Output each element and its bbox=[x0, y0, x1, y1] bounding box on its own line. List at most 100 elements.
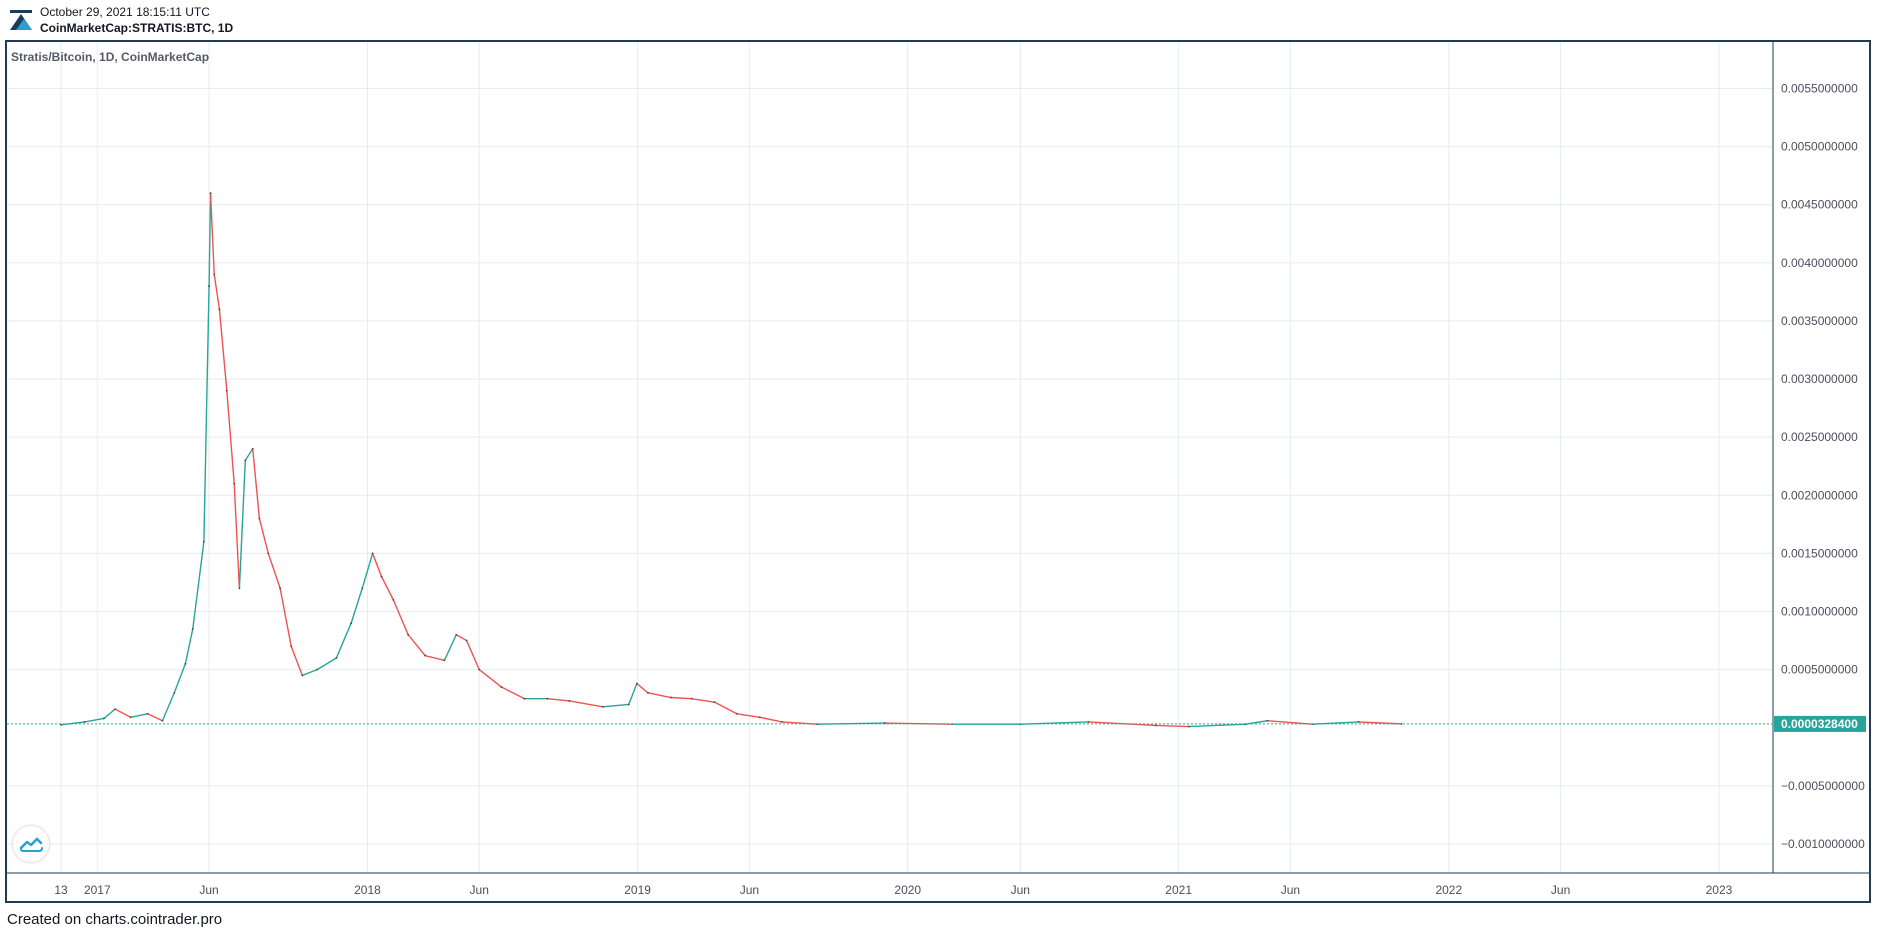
x-tick-label: 2022 bbox=[1435, 883, 1462, 897]
price-segment bbox=[208, 192, 212, 287]
x-tick-label: 2019 bbox=[624, 883, 651, 897]
y-tick-label: 0.0035000000 bbox=[1781, 314, 1858, 328]
x-tick-label: Jun bbox=[1551, 883, 1570, 897]
x-tick-label: 13 bbox=[54, 883, 68, 897]
x-tick-label: Jun bbox=[470, 883, 489, 897]
x-tick-label: 2023 bbox=[1706, 883, 1733, 897]
price-segment bbox=[1087, 721, 1157, 727]
price-segment bbox=[465, 639, 480, 671]
last-price-badge bbox=[1774, 715, 1866, 732]
last-price-label: 0.0000328400 bbox=[1781, 717, 1858, 731]
x-tick-label: 2017 bbox=[84, 883, 111, 897]
price-point bbox=[114, 708, 116, 711]
price-point bbox=[316, 668, 319, 671]
y-tick-label: 0.0040000000 bbox=[1781, 256, 1858, 270]
price-segment bbox=[546, 697, 571, 702]
price-point bbox=[781, 721, 783, 723]
price-segment bbox=[1357, 721, 1403, 725]
price-segment bbox=[252, 448, 261, 520]
price-segment bbox=[455, 634, 468, 642]
price-point bbox=[568, 700, 571, 702]
price-segment bbox=[218, 308, 228, 392]
price-point bbox=[251, 447, 254, 450]
chart-title: Stratis/Bitcoin, 1D, CoinMarketCap bbox=[11, 50, 209, 64]
price-point bbox=[380, 575, 383, 578]
price-point bbox=[225, 389, 228, 392]
x-tick-label: Jun bbox=[740, 883, 759, 897]
chart-header: October 29, 2021 18:15:11 UTC CoinMarket… bbox=[0, 0, 1878, 38]
price-point bbox=[443, 659, 446, 662]
price-point bbox=[202, 540, 205, 543]
price-segment bbox=[301, 668, 318, 677]
y-tick-label: 0.0010000000 bbox=[1781, 604, 1858, 618]
y-tick-label: −0.0010000000 bbox=[1781, 837, 1865, 851]
y-tick-label: 0.0020000000 bbox=[1781, 488, 1858, 502]
price-point bbox=[713, 701, 716, 704]
price-point bbox=[758, 716, 761, 719]
price-point bbox=[670, 696, 672, 699]
price-point bbox=[258, 517, 261, 520]
price-point bbox=[209, 192, 212, 194]
x-tick-label: 2021 bbox=[1165, 883, 1192, 897]
price-segment bbox=[114, 708, 132, 718]
price-segment bbox=[209, 192, 215, 276]
price-point bbox=[1266, 719, 1269, 722]
price-point bbox=[184, 662, 187, 665]
price-segment bbox=[884, 722, 953, 725]
price-segment bbox=[628, 682, 638, 706]
price-point bbox=[1357, 721, 1360, 723]
price-point bbox=[1087, 721, 1090, 723]
price-axis: 0.0055000000 0.0050000000 0.0045000000 0.00… bbox=[1781, 81, 1865, 850]
price-segment bbox=[380, 575, 395, 601]
price-point bbox=[546, 697, 549, 700]
price-segment bbox=[1019, 721, 1090, 725]
last-price-marker: 0.0000328400 bbox=[7, 715, 1866, 732]
price-point bbox=[392, 598, 395, 601]
price-point bbox=[191, 628, 194, 630]
symbol-label: CoinMarketCap:STRATIS:BTC, 1D bbox=[40, 21, 234, 35]
price-point bbox=[601, 705, 604, 708]
y-tick-label: 0.0005000000 bbox=[1781, 663, 1858, 677]
price-point bbox=[244, 459, 247, 462]
price-point bbox=[83, 721, 86, 723]
snapshot-date: October 29, 2021 18:15:11 UTC bbox=[40, 5, 210, 19]
price-segment bbox=[238, 459, 247, 589]
price-segment bbox=[226, 389, 235, 485]
price-point bbox=[478, 668, 481, 671]
price-segment bbox=[350, 587, 363, 624]
price-point bbox=[371, 552, 374, 555]
price-point bbox=[735, 712, 738, 715]
price-segment bbox=[316, 657, 338, 671]
y-tick-label: 0.0050000000 bbox=[1781, 140, 1858, 154]
tradingview-cloud-icon bbox=[19, 837, 43, 852]
price-segment bbox=[424, 654, 446, 662]
chart-frame bbox=[5, 40, 1871, 903]
price-point bbox=[129, 716, 132, 719]
chart-grid bbox=[7, 42, 1773, 873]
price-point bbox=[407, 633, 410, 636]
price-point bbox=[627, 703, 630, 706]
price-segment bbox=[103, 708, 116, 720]
price-segment bbox=[736, 713, 761, 718]
price-segment bbox=[1188, 723, 1246, 728]
tradingview-badge[interactable] bbox=[13, 826, 49, 862]
price-segment bbox=[636, 682, 649, 694]
price-point bbox=[146, 712, 149, 715]
price-point bbox=[690, 697, 693, 700]
y-tick-label: 0.0045000000 bbox=[1781, 198, 1858, 212]
x-tick-label: Jun bbox=[1011, 883, 1030, 897]
price-segment bbox=[267, 552, 281, 589]
price-point bbox=[1154, 724, 1157, 727]
price-point bbox=[455, 633, 458, 636]
price-point bbox=[161, 719, 164, 722]
cointrader-logo-icon bbox=[10, 10, 32, 30]
price-point bbox=[218, 308, 221, 311]
price-segment bbox=[392, 599, 409, 636]
price-point bbox=[523, 697, 526, 700]
price-segment bbox=[258, 517, 269, 555]
price-segment bbox=[690, 697, 716, 703]
price-segment bbox=[371, 552, 383, 578]
y-tick-label: 0.0055000000 bbox=[1781, 81, 1858, 95]
price-point bbox=[279, 587, 282, 590]
